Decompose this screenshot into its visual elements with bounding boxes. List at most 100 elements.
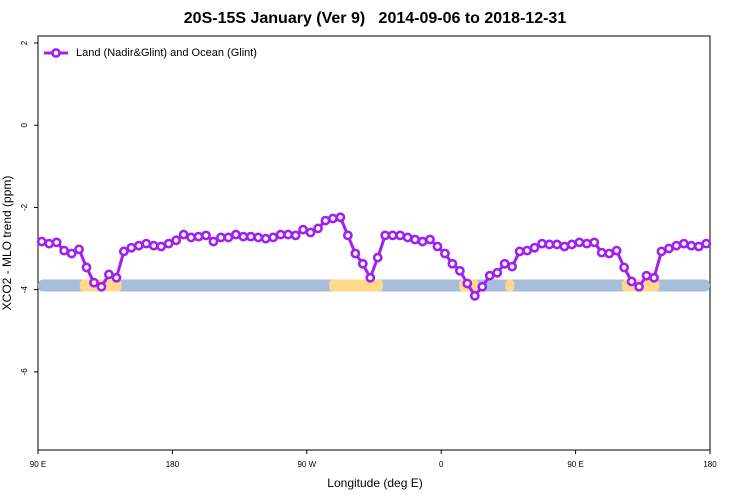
point [581, 238, 592, 249]
point [193, 231, 204, 242]
point [507, 261, 518, 272]
point [298, 224, 308, 235]
point [462, 278, 473, 289]
point [499, 258, 510, 269]
land-band [329, 279, 383, 292]
x-tick-label: 180 [166, 460, 180, 469]
point [36, 236, 47, 247]
point [230, 229, 241, 240]
point [596, 247, 607, 258]
point [656, 246, 667, 257]
legend-label: Land (Nadir&Glint) and Ocean (Glint) [76, 47, 257, 59]
point [350, 248, 361, 259]
point [283, 229, 294, 240]
point [335, 212, 346, 223]
x-tick-label: 90 W [297, 460, 316, 469]
point [477, 281, 488, 292]
point [320, 215, 331, 226]
point [268, 232, 279, 243]
point [44, 238, 55, 249]
point [469, 290, 480, 301]
point [552, 239, 562, 250]
y-tick-label: -4 [20, 286, 29, 294]
point [156, 241, 167, 252]
x-tick-label: 90 E [567, 460, 583, 469]
point [514, 246, 525, 257]
point [387, 230, 398, 241]
point [51, 237, 62, 248]
point [178, 229, 189, 240]
point [96, 281, 107, 292]
point [447, 258, 458, 269]
point [163, 238, 174, 249]
point [59, 245, 70, 256]
point [454, 265, 465, 276]
y-tick-label: -2 [20, 203, 29, 211]
point [208, 236, 219, 247]
point [365, 272, 376, 283]
point [372, 252, 383, 263]
x-tick-label: 0 [439, 460, 444, 469]
y-tick-label: 2 [20, 40, 29, 45]
point [626, 276, 637, 287]
point [74, 244, 84, 255]
point [81, 262, 92, 273]
point [522, 245, 532, 256]
point [559, 241, 570, 252]
x-tick-label: 90 E [30, 460, 46, 469]
point [305, 227, 316, 238]
y-tick-label: 0 [20, 122, 29, 127]
point [223, 232, 234, 243]
point [611, 245, 622, 256]
point [701, 238, 712, 249]
point [619, 262, 630, 273]
point [201, 230, 211, 241]
point [664, 243, 674, 254]
point [328, 213, 338, 224]
x-tick-label: 180 [703, 460, 717, 469]
point [357, 258, 368, 269]
point [253, 232, 264, 243]
point [440, 248, 450, 259]
point [171, 235, 182, 246]
point [290, 230, 301, 241]
point [245, 231, 256, 242]
point [313, 223, 323, 234]
point [410, 234, 420, 245]
point [133, 240, 144, 251]
point [417, 236, 428, 247]
point [66, 248, 77, 259]
point [260, 233, 271, 244]
chart-title: 20S-15S January (Ver 9) 2014-09-06 to 20… [184, 10, 567, 27]
point [141, 238, 152, 249]
point [574, 237, 585, 248]
point [693, 241, 704, 252]
point [686, 240, 697, 251]
x-axis-label: Longitude (deg E) [327, 476, 422, 490]
point [566, 239, 577, 250]
point [432, 241, 443, 252]
point [604, 248, 615, 259]
point [484, 270, 495, 281]
point [589, 237, 600, 248]
point [425, 234, 435, 245]
point [671, 240, 682, 251]
point [148, 240, 159, 251]
land-band [505, 279, 515, 292]
point [649, 272, 659, 283]
point [641, 270, 652, 281]
point [678, 238, 689, 249]
point [275, 229, 286, 240]
legend-marker [51, 48, 61, 58]
point [402, 232, 413, 243]
y-axis-label: XCO2 - MLO trend (ppm) [0, 176, 14, 311]
point [544, 239, 555, 250]
point [380, 230, 391, 241]
point [104, 269, 114, 280]
point [126, 242, 137, 253]
point [634, 281, 644, 292]
point [89, 277, 99, 288]
point [186, 232, 196, 243]
point [492, 267, 503, 278]
